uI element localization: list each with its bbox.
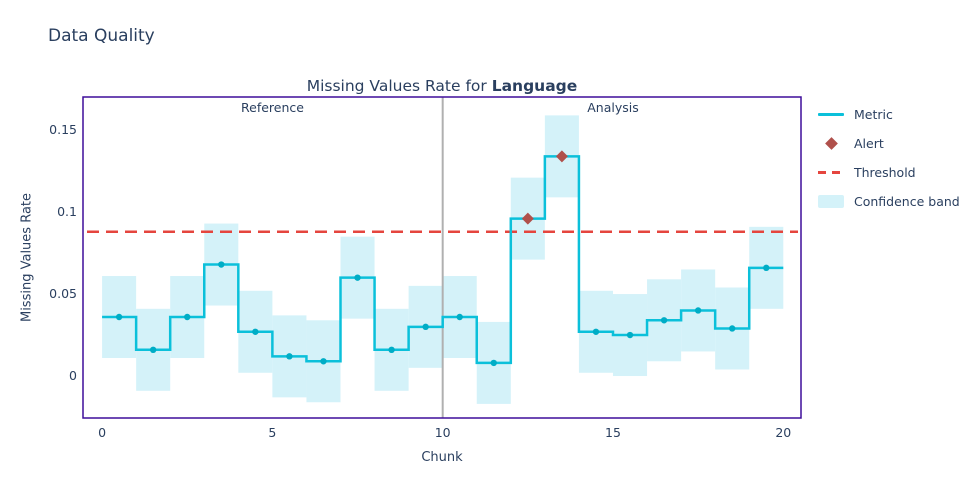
y-tick-label: 0.15 — [49, 122, 77, 138]
metric-marker[interactable] — [694, 307, 702, 314]
legend-item-metric[interactable]: Metric — [818, 100, 960, 129]
metric-marker[interactable] — [422, 323, 429, 331]
legend-item-alert[interactable]: Alert — [818, 129, 960, 158]
chart-title: Missing Values Rate for Language — [83, 77, 801, 95]
legend-item-confidence-band[interactable]: Confidence band — [818, 187, 960, 216]
y-tick-label: 0.05 — [49, 286, 77, 302]
threshold-dash-icon — [818, 171, 844, 174]
region-label-reference: Reference — [241, 100, 304, 115]
metric-marker[interactable] — [149, 346, 157, 353]
legend-swatch-metric — [818, 113, 844, 116]
legend-label-metric: Metric — [854, 107, 893, 122]
metric-marker[interactable] — [763, 264, 770, 272]
legend-item-threshold[interactable]: Threshold — [818, 158, 960, 187]
x-tick-label: 10 — [434, 425, 451, 440]
x-axis-ticks: 0 5 10 15 20 — [0, 425, 971, 441]
x-tick-label: 20 — [775, 425, 792, 440]
metric-marker[interactable] — [354, 274, 361, 281]
metric-marker[interactable] — [388, 346, 395, 353]
y-tick-label: 0 — [69, 368, 77, 384]
legend-swatch-threshold — [818, 171, 844, 174]
metric-marker[interactable] — [490, 359, 497, 367]
metric-marker[interactable] — [115, 313, 123, 321]
metric-marker[interactable] — [286, 353, 293, 360]
x-tick-label: 5 — [268, 425, 277, 440]
legend-swatch-band — [818, 195, 844, 208]
legend-label-confidence-band: Confidence band — [854, 194, 960, 209]
x-axis-title: Chunk — [421, 450, 463, 465]
alert-marker[interactable] — [521, 212, 534, 225]
metric-marker[interactable] — [320, 358, 327, 365]
y-axis-ticks: 0 0.05 0.1 0.15 — [0, 0, 77, 500]
y-tick-label: 0.1 — [57, 204, 77, 220]
metric-marker[interactable] — [456, 313, 463, 321]
legend-swatch-alert — [824, 137, 838, 150]
x-tick-label: 0 — [98, 425, 107, 440]
metric-marker[interactable] — [218, 261, 225, 268]
confidence-band-icon — [818, 195, 844, 208]
alert-marker[interactable] — [555, 150, 568, 163]
metric-marker[interactable] — [626, 331, 634, 339]
x-tick-label: 15 — [605, 425, 621, 440]
metric-marker[interactable] — [592, 328, 600, 335]
page-title: Data Quality — [48, 26, 155, 46]
alert-diamond-icon — [818, 137, 844, 150]
plot-border — [82, 96, 802, 419]
region-label-analysis: Analysis — [587, 100, 639, 115]
y-axis-title: Missing Values Rate — [19, 192, 35, 323]
legend: Metric Alert Threshold Confidence band — [818, 100, 960, 216]
chart-title-prefix: Missing Values Rate for — [306, 77, 492, 95]
chart-title-variable: Language — [491, 77, 578, 95]
legend-label-alert: Alert — [854, 136, 884, 151]
metric-marker[interactable] — [252, 328, 259, 335]
metric-marker[interactable] — [728, 325, 736, 332]
metric-marker[interactable] — [660, 317, 668, 324]
legend-label-threshold: Threshold — [854, 165, 916, 180]
metric-marker[interactable] — [184, 313, 191, 321]
metric-line-icon — [818, 113, 844, 116]
